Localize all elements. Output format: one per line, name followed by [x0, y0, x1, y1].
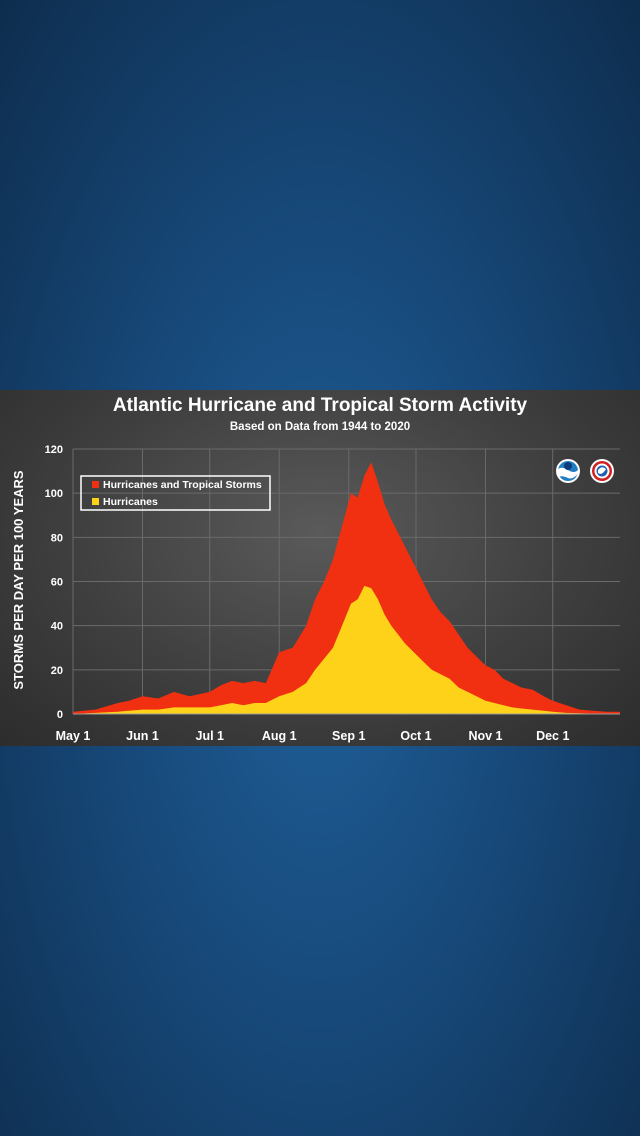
- y-tick-label-1: 20: [51, 665, 63, 677]
- y-axis-label: STORMS PER DAY PER 100 YEARS: [11, 470, 26, 689]
- legend-box: [80, 475, 271, 511]
- legend-swatch-storms: [92, 481, 99, 488]
- x-tick-label-4: Sep 1: [332, 729, 365, 743]
- noaa-logo: [556, 459, 580, 483]
- chart-title: Atlantic Hurricane and Tropical Storm Ac…: [113, 395, 528, 416]
- chart-subtitle: Based on Data from 1944 to 2020: [230, 421, 410, 433]
- legend-label-storms: Hurricanes and Tropical Storms: [103, 479, 262, 491]
- chart-panel: Atlantic Hurricane and Tropical Storm Ac…: [0, 390, 640, 746]
- axis-ticks: May 1 Jun 1 Jul 1 Aug 1 Sep 1 Oct 1 Nov 1 Dec 1…: [45, 444, 620, 743]
- y-tick-label-4: 80: [51, 532, 63, 544]
- x-tick-label-7: Dec 1: [536, 729, 569, 743]
- x-tick-label-1: Jun 1: [126, 729, 159, 743]
- x-tick-label-0: May 1: [56, 729, 91, 743]
- y-tick-label-6: 120: [45, 444, 63, 456]
- series-area-0: [73, 462, 620, 714]
- y-tick-label-0: 0: [57, 709, 63, 721]
- data-areas: [73, 462, 620, 714]
- x-tick-label-6: Nov 1: [468, 729, 502, 743]
- series-area-1: [73, 585, 620, 714]
- chart: Atlantic Hurricane and Tropical Storm Ac…: [11, 395, 620, 743]
- legend-label-hurricanes: Hurricanes: [103, 496, 158, 508]
- x-tick-label-3: Aug 1: [262, 729, 297, 743]
- x-tick-label-5: Oct 1: [400, 729, 431, 743]
- nws-logo: [590, 459, 614, 483]
- x-tick-label-2: Jul 1: [196, 729, 225, 743]
- y-tick-label-3: 60: [51, 577, 63, 589]
- legend: Hurricanes and Tropical Storms Hurricane…: [80, 475, 271, 511]
- y-tick-label-2: 40: [51, 621, 63, 633]
- y-tick-label-5: 100: [45, 488, 63, 500]
- legend-swatch-hurricanes: [92, 498, 99, 505]
